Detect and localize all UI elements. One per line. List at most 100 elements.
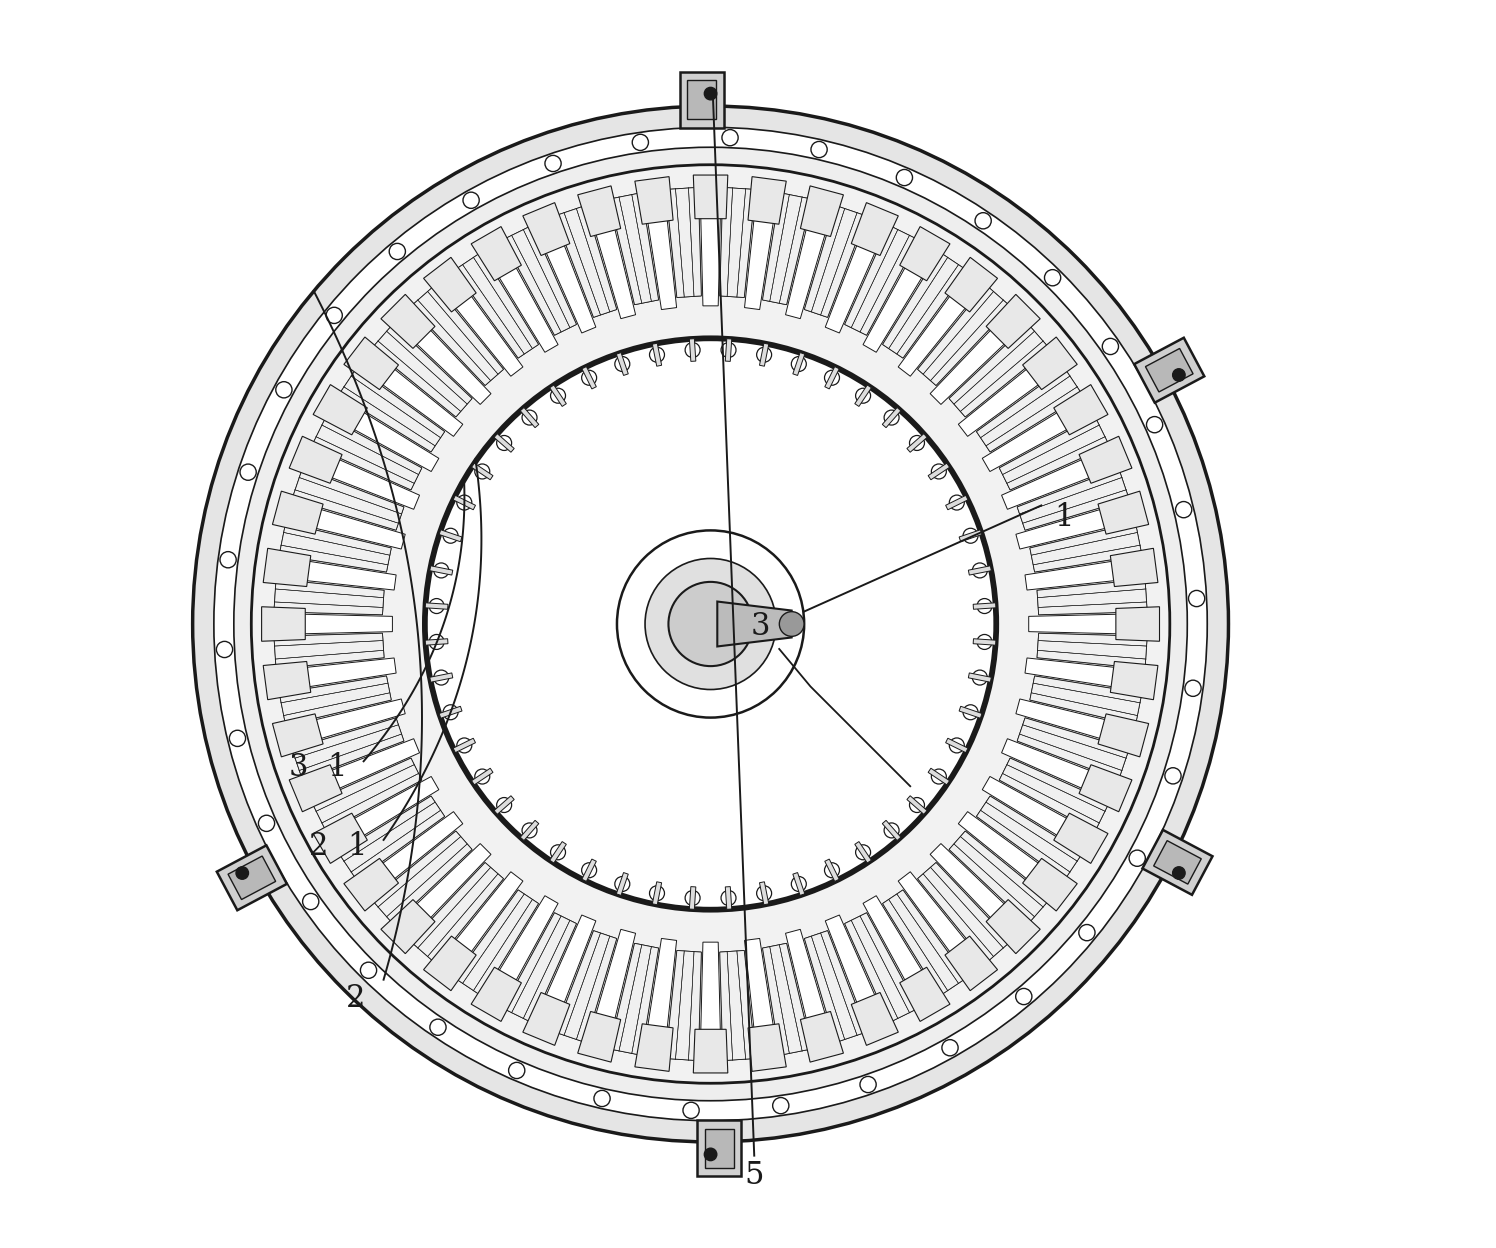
Polygon shape <box>555 931 616 1042</box>
Polygon shape <box>959 706 981 719</box>
Polygon shape <box>705 1128 733 1168</box>
Polygon shape <box>726 886 732 910</box>
Polygon shape <box>217 845 287 910</box>
Polygon shape <box>338 796 444 880</box>
Polygon shape <box>907 796 928 814</box>
Polygon shape <box>381 900 435 953</box>
Polygon shape <box>805 931 866 1042</box>
Polygon shape <box>1016 499 1141 549</box>
Polygon shape <box>268 613 392 635</box>
Polygon shape <box>693 175 729 218</box>
Polygon shape <box>945 257 998 312</box>
Polygon shape <box>494 796 515 814</box>
Polygon shape <box>1110 548 1158 587</box>
Polygon shape <box>609 192 658 305</box>
Polygon shape <box>609 943 658 1056</box>
Polygon shape <box>272 492 323 534</box>
Polygon shape <box>983 776 1100 855</box>
Polygon shape <box>311 758 422 831</box>
Polygon shape <box>338 368 444 452</box>
Text: 3  1: 3 1 <box>289 753 347 782</box>
Polygon shape <box>471 463 494 479</box>
Polygon shape <box>494 434 515 452</box>
Polygon shape <box>1037 633 1147 669</box>
Polygon shape <box>429 565 453 575</box>
Polygon shape <box>549 384 567 407</box>
Polygon shape <box>274 633 384 669</box>
Polygon shape <box>851 992 898 1046</box>
Polygon shape <box>854 384 871 407</box>
Polygon shape <box>344 337 398 389</box>
Polygon shape <box>410 285 504 386</box>
Polygon shape <box>959 529 981 542</box>
Polygon shape <box>824 367 839 389</box>
Polygon shape <box>948 831 1050 924</box>
Polygon shape <box>883 890 966 996</box>
Polygon shape <box>426 339 995 909</box>
Polygon shape <box>800 186 844 237</box>
Polygon shape <box>292 468 404 530</box>
Polygon shape <box>700 942 721 1067</box>
Polygon shape <box>785 930 835 1055</box>
Polygon shape <box>274 579 384 615</box>
Polygon shape <box>805 206 866 317</box>
Polygon shape <box>666 187 702 297</box>
Polygon shape <box>577 1011 621 1062</box>
Polygon shape <box>720 951 755 1061</box>
Polygon shape <box>983 393 1100 472</box>
Polygon shape <box>1079 765 1132 811</box>
Polygon shape <box>826 211 890 333</box>
Polygon shape <box>883 252 966 358</box>
Polygon shape <box>353 346 462 437</box>
Polygon shape <box>280 499 405 549</box>
Polygon shape <box>1053 384 1109 434</box>
Polygon shape <box>826 915 890 1037</box>
Polygon shape <box>986 295 1040 348</box>
Polygon shape <box>642 183 676 310</box>
Polygon shape <box>748 1023 787 1071</box>
Polygon shape <box>928 463 950 479</box>
Polygon shape <box>690 338 696 362</box>
Polygon shape <box>760 343 769 366</box>
Polygon shape <box>423 257 476 312</box>
Polygon shape <box>666 951 702 1061</box>
Polygon shape <box>1029 613 1153 635</box>
Circle shape <box>236 867 248 880</box>
Polygon shape <box>1029 676 1141 725</box>
Polygon shape <box>1110 661 1158 700</box>
Polygon shape <box>793 872 805 895</box>
Polygon shape <box>1017 718 1129 780</box>
Polygon shape <box>410 862 504 963</box>
Polygon shape <box>1001 739 1123 804</box>
Polygon shape <box>999 758 1109 831</box>
Polygon shape <box>440 706 462 719</box>
Polygon shape <box>503 912 576 1022</box>
Polygon shape <box>899 227 950 281</box>
Circle shape <box>669 582 752 666</box>
Polygon shape <box>917 862 1011 963</box>
Polygon shape <box>313 384 368 434</box>
Polygon shape <box>1153 841 1201 884</box>
Polygon shape <box>745 938 779 1065</box>
Polygon shape <box>720 951 755 1061</box>
Polygon shape <box>480 235 558 352</box>
Polygon shape <box>800 1011 844 1062</box>
Polygon shape <box>503 226 576 336</box>
Polygon shape <box>883 252 966 358</box>
Polygon shape <box>642 938 676 1065</box>
Polygon shape <box>263 661 311 700</box>
Polygon shape <box>251 165 1170 1083</box>
Polygon shape <box>193 106 1228 1142</box>
Polygon shape <box>763 943 812 1056</box>
Polygon shape <box>289 437 343 483</box>
Polygon shape <box>233 147 1188 1101</box>
Circle shape <box>1173 368 1185 381</box>
Polygon shape <box>898 266 989 376</box>
Polygon shape <box>1017 468 1129 530</box>
Polygon shape <box>726 338 732 362</box>
Polygon shape <box>271 658 396 693</box>
Polygon shape <box>690 886 696 910</box>
Polygon shape <box>313 814 368 864</box>
Polygon shape <box>948 831 1050 924</box>
Polygon shape <box>845 912 919 1022</box>
